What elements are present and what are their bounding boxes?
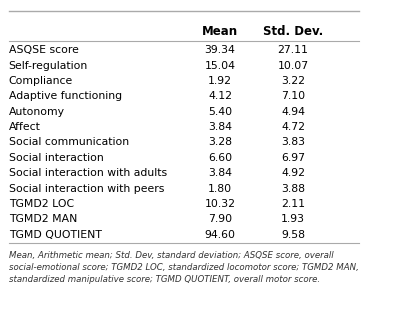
Text: 10.07: 10.07 — [278, 61, 308, 71]
Text: TGMD QUOTIENT: TGMD QUOTIENT — [9, 230, 102, 240]
Text: Social interaction with adults: Social interaction with adults — [9, 168, 167, 178]
Text: 6.60: 6.60 — [208, 153, 232, 163]
Text: 3.84: 3.84 — [208, 168, 232, 178]
Text: 4.92: 4.92 — [281, 168, 305, 178]
Text: Compliance: Compliance — [9, 76, 73, 86]
Text: 1.92: 1.92 — [208, 76, 232, 86]
Text: 27.11: 27.11 — [278, 45, 308, 55]
Text: Adaptive functioning: Adaptive functioning — [9, 91, 122, 101]
Text: 2.11: 2.11 — [281, 199, 305, 209]
Text: 3.22: 3.22 — [281, 76, 305, 86]
Text: 3.84: 3.84 — [208, 122, 232, 132]
Text: 4.12: 4.12 — [208, 91, 232, 101]
Text: TGMD2 LOC: TGMD2 LOC — [9, 199, 74, 209]
Text: 94.60: 94.60 — [205, 230, 236, 240]
Text: Social communication: Social communication — [9, 138, 129, 148]
Text: 6.97: 6.97 — [281, 153, 305, 163]
Text: 3.83: 3.83 — [281, 138, 305, 148]
Text: Self-regulation: Self-regulation — [9, 61, 88, 71]
Text: TGMD2 MAN: TGMD2 MAN — [9, 214, 77, 224]
Text: Affect: Affect — [9, 122, 40, 132]
Text: 1.80: 1.80 — [208, 183, 232, 193]
Text: Autonomy: Autonomy — [9, 107, 65, 117]
Text: Mean, Arithmetic mean; Std. Dev, standard deviation; ASQSE score, overall social: Mean, Arithmetic mean; Std. Dev, standar… — [9, 252, 358, 284]
Text: 15.04: 15.04 — [205, 61, 236, 71]
Text: 7.10: 7.10 — [281, 91, 305, 101]
Text: Social interaction: Social interaction — [9, 153, 104, 163]
Text: 5.40: 5.40 — [208, 107, 232, 117]
Text: 7.90: 7.90 — [208, 214, 232, 224]
Text: 9.58: 9.58 — [281, 230, 305, 240]
Text: 3.28: 3.28 — [208, 138, 232, 148]
Text: 4.72: 4.72 — [281, 122, 305, 132]
Text: 3.88: 3.88 — [281, 183, 305, 193]
Text: Social interaction with peers: Social interaction with peers — [9, 183, 164, 193]
Text: Std. Dev.: Std. Dev. — [263, 26, 323, 38]
Text: 4.94: 4.94 — [281, 107, 305, 117]
Text: 39.34: 39.34 — [205, 45, 236, 55]
Text: 10.32: 10.32 — [205, 199, 236, 209]
Text: 1.93: 1.93 — [281, 214, 305, 224]
Text: ASQSE score: ASQSE score — [9, 45, 78, 55]
Text: Mean: Mean — [202, 26, 238, 38]
